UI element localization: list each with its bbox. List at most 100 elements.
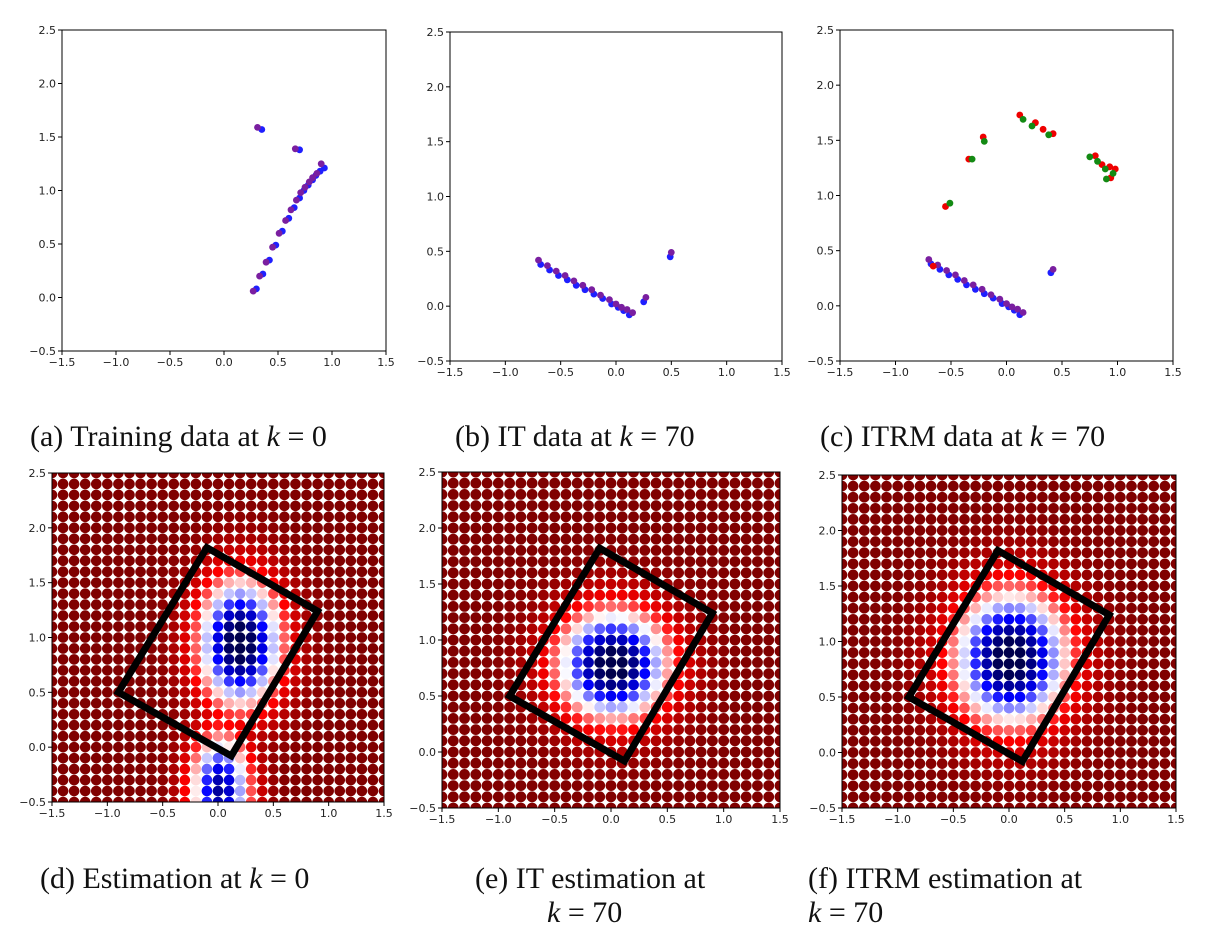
heatmap-dot <box>1025 580 1037 592</box>
data-point <box>1008 303 1016 311</box>
heatmap-dot <box>345 489 357 501</box>
heatmap-dot <box>157 697 168 709</box>
heatmap-dot <box>594 533 606 545</box>
heatmap-dot <box>515 780 527 792</box>
heatmap-dot <box>981 691 993 703</box>
heatmap-dot <box>268 796 279 802</box>
heatmap-dot <box>881 758 892 769</box>
heatmap-dot <box>628 668 639 680</box>
heatmap-dot <box>594 623 606 635</box>
heatmap-dot <box>90 544 102 556</box>
heatmap-dot <box>1048 525 1059 536</box>
heatmap-dot <box>1048 602 1059 614</box>
heatmap-dot <box>549 522 561 534</box>
heatmap-dot <box>334 588 346 599</box>
heatmap-dot <box>752 668 763 680</box>
heatmap-dot <box>459 533 470 545</box>
heatmap-dot <box>1137 802 1148 808</box>
heatmap-dot <box>290 785 301 797</box>
heatmap-dot <box>706 567 718 579</box>
heatmap-dot <box>892 525 904 536</box>
heatmap-dot <box>673 690 685 702</box>
y-tick-label: 0.0 <box>39 292 57 305</box>
y-tick-label: 1.0 <box>419 634 437 647</box>
heatmap-dot <box>914 758 926 769</box>
data-point <box>1103 175 1110 183</box>
y-tick-label: 2.0 <box>817 79 835 92</box>
heatmap-dot <box>190 697 202 709</box>
heatmap-dot <box>892 769 904 781</box>
heatmap-dot <box>223 654 235 665</box>
heatmap-dot <box>936 525 948 536</box>
heatmap-dot <box>179 522 191 534</box>
heatmap-dot <box>102 654 113 665</box>
heatmap-dot <box>1070 791 1082 803</box>
heatmap-dot <box>1137 702 1148 714</box>
heatmap-dot <box>345 473 357 479</box>
heatmap-dot <box>774 488 780 500</box>
heatmap-dot <box>256 676 268 687</box>
heatmap-dot <box>858 780 870 792</box>
heatmap-dot <box>68 489 80 501</box>
heatmap-dot <box>752 589 763 601</box>
heatmap-dot <box>212 796 224 802</box>
heatmap-dot <box>992 680 1004 692</box>
heatmap-dot <box>102 676 113 687</box>
heatmap-dot <box>168 796 180 802</box>
heatmap-dot <box>1126 680 1137 692</box>
heatmap-dot <box>279 555 290 567</box>
heatmap-dot <box>847 691 859 703</box>
heatmap-dot <box>481 746 493 758</box>
heatmap-dot <box>1103 525 1115 536</box>
heatmap-dot <box>729 477 741 489</box>
heatmap-dot <box>661 544 673 556</box>
heatmap-dot <box>312 555 323 567</box>
heatmap-dot <box>190 643 202 654</box>
heatmap-dot <box>936 780 948 792</box>
heatmap-dot <box>442 701 448 713</box>
heatmap-dot <box>1137 480 1148 492</box>
heatmap-dot <box>1059 636 1071 647</box>
heatmap-dot <box>1148 602 1160 614</box>
heatmap-dot <box>583 780 594 792</box>
y-tick-label: 1.0 <box>819 636 837 649</box>
data-point <box>535 256 542 264</box>
heatmap-dot <box>763 477 775 489</box>
heatmap-dot <box>526 724 538 736</box>
heatmap-dot <box>90 621 102 632</box>
heatmap-dot <box>616 791 628 803</box>
heatmap-dot <box>223 621 235 632</box>
y-tick-label: 1.5 <box>817 134 835 147</box>
heatmap-dot <box>190 708 202 720</box>
heatmap-dot <box>925 636 937 647</box>
heatmap-dot <box>673 679 685 691</box>
heatmap-dot <box>68 665 80 676</box>
heatmap-dot <box>481 556 493 568</box>
heatmap-dot <box>1014 724 1026 736</box>
y-tick-label: 1.0 <box>427 191 445 204</box>
heatmap-dot <box>1025 591 1037 603</box>
heatmap-dot <box>1081 625 1093 636</box>
x-tick-label: 1.5 <box>771 813 789 826</box>
heatmap-dot <box>1092 724 1104 736</box>
heatmap-dot <box>936 802 948 808</box>
heatmap-dot <box>459 735 470 747</box>
heatmap-dot <box>992 802 1004 808</box>
heatmap-dot <box>1059 669 1071 681</box>
heatmap-dot <box>1126 691 1137 703</box>
heatmap-dot <box>245 478 257 490</box>
heatmap-dot <box>1059 480 1071 492</box>
data-point <box>925 256 933 263</box>
heatmap-dot <box>459 612 470 624</box>
heatmap-dot <box>201 752 213 764</box>
heatmap-dot <box>763 768 775 780</box>
heatmap-dot <box>212 708 224 720</box>
chart-b: −1.5 −1.0 −0.5 0.0 0.5 1.0 1.5−0.50.00.51.01.5… <box>417 26 790 379</box>
heatmap-dot <box>981 636 993 647</box>
heatmap-dot <box>1081 724 1093 736</box>
heatmap-dot <box>914 514 926 525</box>
heatmap-dot <box>740 544 752 556</box>
heatmap-dot <box>1092 691 1104 703</box>
heatmap-dot <box>157 796 168 802</box>
heatmap-dot <box>1114 547 1126 559</box>
